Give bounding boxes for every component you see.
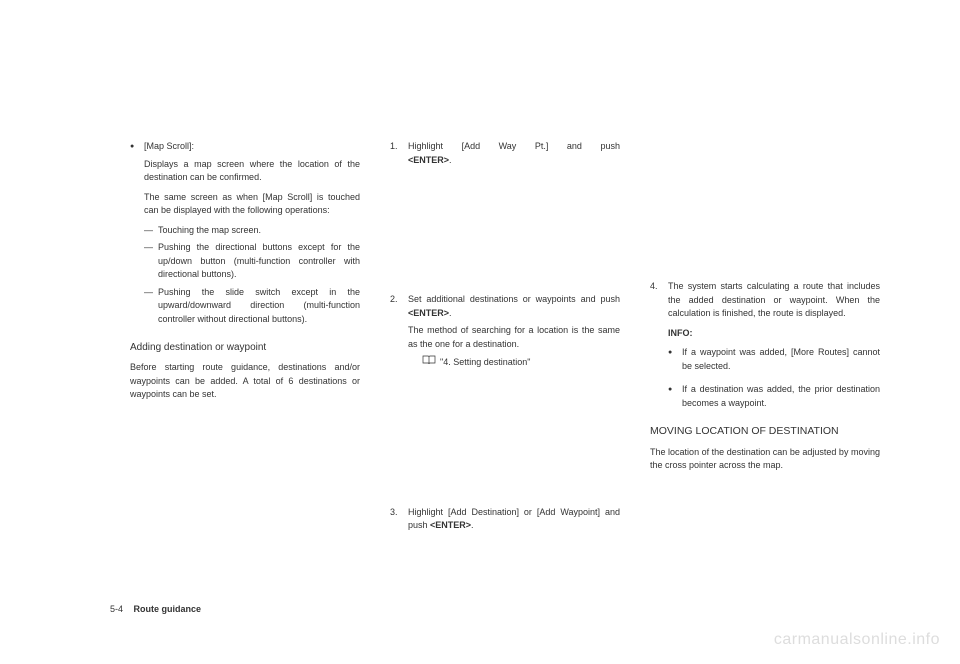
reference-line: "4. Setting destination" <box>422 355 620 370</box>
step2-text1: Set additional destinations or waypoints… <box>408 293 620 320</box>
dash-item-1: — Touching the map screen. <box>144 224 360 238</box>
reference-text: "4. Setting destination" <box>440 356 530 370</box>
step-content: Highlight [Add Way Pt.] and push <ENTER>… <box>408 140 620 167</box>
dash-marker: — <box>144 224 158 238</box>
step1-period: . <box>449 155 452 165</box>
step1-line1: Highlight [Add Way Pt.] and push <box>408 140 620 154</box>
step-2: 2. Set additional destinations or waypoi… <box>390 293 620 370</box>
step-content: Highlight [Add Destination] or [Add Wayp… <box>408 506 620 533</box>
image-placeholder-2 <box>390 376 620 506</box>
bullet-marker: ● <box>668 346 682 379</box>
image-placeholder-3 <box>650 140 880 280</box>
dash-item-3: — Pushing the slide switch except in the… <box>144 286 360 327</box>
image-placeholder-1 <box>390 173 620 293</box>
bullet-map-scroll: ● [Map Scroll]: Displays a map screen wh… <box>130 140 360 330</box>
bullet-para2: The same screen as when [Map Scroll] is … <box>144 191 360 218</box>
book-icon <box>422 355 436 370</box>
step3-end: . <box>471 520 474 530</box>
bullet-marker: ● <box>668 383 682 416</box>
step-content: Set additional destinations or waypoints… <box>408 293 620 370</box>
column-3: 4. The system starts calculating a route… <box>650 140 880 539</box>
dash-content-3: Pushing the slide switch except in the u… <box>158 286 360 327</box>
step-number: 2. <box>390 293 408 370</box>
dash-marker: — <box>144 241 158 282</box>
step2-text1-start: Set additional destinations or waypoints… <box>408 294 620 304</box>
watermark: carmanualsonline.info <box>774 631 940 649</box>
info-content-1: If a waypoint was added, [More Routes] c… <box>682 346 880 373</box>
step2-text1-end: . <box>449 308 452 318</box>
dash-content-1: Touching the map screen. <box>158 224 360 238</box>
step3-enter: <ENTER> <box>430 520 471 530</box>
step-1: 1. Highlight [Add Way Pt.] and push <ENT… <box>390 140 620 167</box>
step2-enter: <ENTER> <box>408 308 449 318</box>
info-label: INFO: <box>650 327 880 341</box>
info-content-2: If a destination was added, the prior de… <box>682 383 880 410</box>
dash-item-2: — Pushing the directional buttons except… <box>144 241 360 282</box>
body-para-adding: Before starting route guidance, destinat… <box>130 361 360 402</box>
subheading-adding: Adding destination or waypoint <box>130 340 360 355</box>
columns-layout: ● [Map Scroll]: Displays a map screen wh… <box>130 140 880 539</box>
section-name: Route guidance <box>134 604 202 614</box>
column-2: 1. Highlight [Add Way Pt.] and push <ENT… <box>390 140 620 539</box>
step-number: 1. <box>390 140 408 167</box>
step-content: The system starts calculating a route th… <box>668 280 880 321</box>
info-bullet-2: ● If a destination was added, the prior … <box>650 383 880 416</box>
dash-marker: — <box>144 286 158 327</box>
page-container: ● [Map Scroll]: Displays a map screen wh… <box>0 0 960 664</box>
column-1: ● [Map Scroll]: Displays a map screen wh… <box>130 140 360 539</box>
bullet-para1: Displays a map screen where the location… <box>144 158 360 185</box>
step2-text2: The method of searching for a location i… <box>408 324 620 351</box>
bullet-marker: ● <box>130 140 144 330</box>
step-number: 3. <box>390 506 408 533</box>
step-4: 4. The system starts calculating a route… <box>650 280 880 321</box>
bullet-title: [Map Scroll]: <box>144 140 360 154</box>
heading-moving: MOVING LOCATION OF DESTINATION <box>650 424 880 440</box>
step1-enter: <ENTER> <box>408 155 449 165</box>
body-para-moving: The location of the destination can be a… <box>650 446 880 473</box>
info-bullet-1: ● If a waypoint was added, [More Routes]… <box>650 346 880 379</box>
page-footer: 5-4 Route guidance <box>110 604 201 614</box>
step-number: 4. <box>650 280 668 321</box>
dash-content-2: Pushing the directional buttons except f… <box>158 241 360 282</box>
page-number: 5-4 <box>110 604 123 614</box>
step-3: 3. Highlight [Add Destination] or [Add W… <box>390 506 620 533</box>
bullet-content: [Map Scroll]: Displays a map screen wher… <box>144 140 360 330</box>
